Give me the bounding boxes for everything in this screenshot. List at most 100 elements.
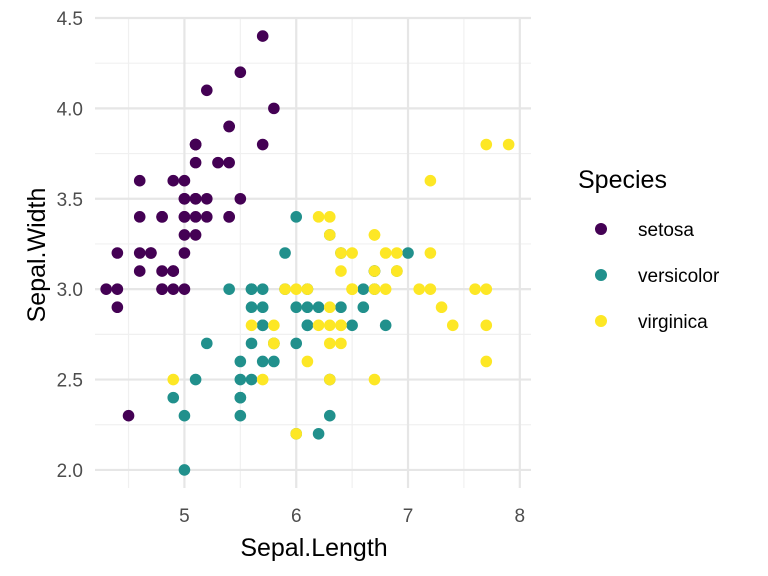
- versicolor-point: [323, 409, 336, 422]
- versicolor-point: [245, 337, 258, 350]
- versicolor-point: [178, 409, 191, 422]
- y-tick-label: 2.0: [57, 461, 83, 482]
- x-tick-label: 7: [403, 506, 414, 527]
- versicolor-point: [379, 319, 392, 332]
- setosa-point: [189, 229, 202, 241]
- setosa-point: [111, 247, 124, 259]
- versicolor-point: [245, 373, 258, 386]
- versicolor-point: [245, 283, 258, 295]
- setosa-point: [256, 138, 269, 151]
- versicolor-point: [234, 409, 247, 422]
- versicolor-point: [312, 301, 325, 314]
- setosa-point: [178, 192, 191, 205]
- x-tick-label: 6: [291, 506, 302, 527]
- versicolor-point: [256, 301, 269, 314]
- virginica-point: [256, 373, 269, 386]
- y-tick-label: 4.0: [57, 99, 83, 120]
- versicolor-point: [256, 319, 269, 332]
- versicolor-point: [290, 337, 303, 350]
- y-tick-label: 2.5: [57, 371, 83, 392]
- virginica-point: [480, 319, 493, 332]
- setosa-point: [234, 66, 247, 79]
- legend-title: Species: [578, 166, 667, 194]
- virginica-point: [435, 301, 448, 314]
- versicolor-point: [223, 283, 235, 295]
- setosa-point: [189, 192, 202, 205]
- minor-gridlines: [95, 18, 531, 488]
- virginica-point: [335, 265, 347, 277]
- versicolor-point: [167, 391, 180, 404]
- setosa-point: [122, 409, 135, 422]
- setosa-point: [234, 192, 247, 205]
- setosa-point: [100, 283, 112, 295]
- virginica-point: [346, 247, 358, 259]
- virginica-point: [279, 283, 291, 295]
- setosa-point: [178, 229, 191, 241]
- legend-key-virginica: [595, 315, 607, 327]
- virginica-point: [379, 247, 392, 259]
- virginica-point: [245, 319, 258, 332]
- y-tick-label: 4.5: [57, 9, 83, 30]
- virginica-point: [368, 265, 381, 277]
- setosa-point: [223, 156, 235, 169]
- setosa-point: [111, 283, 124, 295]
- virginica-point: [301, 355, 314, 368]
- setosa-point: [178, 211, 191, 223]
- versicolor-point: [200, 337, 213, 350]
- setosa-point: [212, 156, 224, 169]
- setosa-point: [178, 247, 191, 259]
- virginica-point: [480, 138, 493, 151]
- y-tick-label: 3.0: [57, 280, 83, 301]
- setosa-point: [178, 174, 191, 187]
- setosa-point: [189, 156, 202, 169]
- virginica-point: [301, 283, 314, 295]
- versicolor-point: [290, 301, 303, 314]
- setosa-point: [167, 174, 180, 187]
- virginica-point: [368, 229, 381, 241]
- virginica-point: [290, 283, 303, 295]
- versicolor-point: [245, 301, 258, 314]
- virginica-point: [335, 247, 347, 259]
- legend-label-versicolor: versicolor: [638, 266, 720, 287]
- setosa-point: [200, 211, 213, 223]
- versicolor-point: [234, 391, 247, 404]
- virginica-point: [480, 355, 493, 368]
- virginica-point: [446, 319, 459, 332]
- setosa-point: [268, 102, 280, 115]
- virginica-point: [469, 283, 481, 295]
- y-axis-title: Sepal.Width: [23, 188, 51, 323]
- versicolor-point: [234, 373, 247, 386]
- virginica-point: [335, 337, 347, 350]
- legend-key-versicolor: [595, 269, 607, 281]
- virginica-point: [424, 247, 437, 259]
- versicolor-point: [335, 301, 347, 314]
- virginica-point: [413, 283, 426, 295]
- versicolor-point: [357, 301, 370, 314]
- versicolor-point: [189, 373, 202, 386]
- setosa-point: [133, 211, 146, 223]
- legend-label-setosa: setosa: [638, 220, 694, 241]
- x-tick-label: 5: [179, 506, 190, 527]
- virginica-point: [323, 319, 336, 332]
- setosa-point: [156, 265, 168, 277]
- versicolor-point: [357, 283, 370, 295]
- versicolor-point: [256, 283, 269, 295]
- virginica-point: [323, 211, 336, 223]
- setosa-point: [111, 301, 124, 314]
- y-axis-tick-labels: 2.0 2.5 3.0 3.5 4.0 4.5: [57, 9, 83, 482]
- virginica-point: [167, 373, 180, 386]
- setosa-point: [223, 211, 235, 223]
- setosa-point: [189, 211, 202, 223]
- setosa-point: [200, 84, 213, 97]
- virginica-point: [391, 247, 403, 259]
- versicolor-point: [346, 319, 358, 332]
- setosa-point: [133, 174, 146, 187]
- setosa-point: [167, 283, 180, 295]
- setosa-point: [178, 283, 191, 295]
- versicolor-point: [312, 427, 325, 440]
- setosa-point: [145, 247, 157, 259]
- virginica-point: [368, 283, 381, 295]
- legend-key-setosa: [595, 223, 607, 235]
- setosa-point: [167, 265, 180, 277]
